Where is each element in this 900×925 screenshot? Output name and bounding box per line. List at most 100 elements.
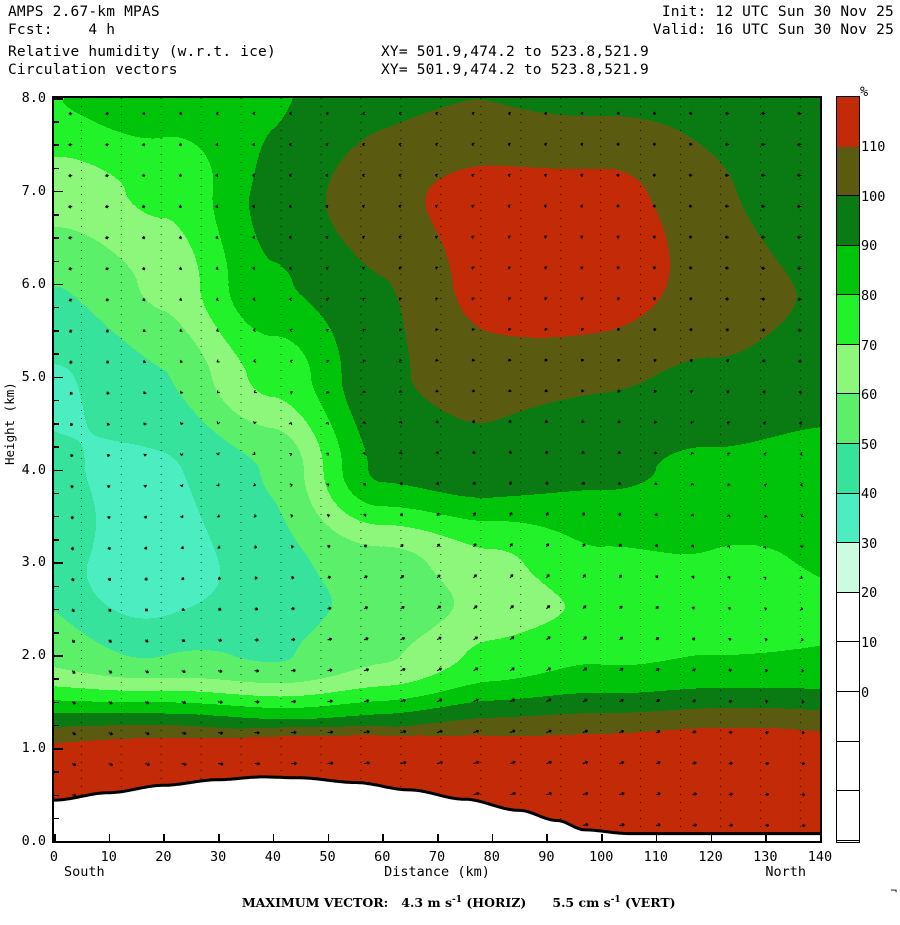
circulation-vector — [290, 298, 292, 301]
circulation-vector — [689, 205, 692, 208]
cross-section-figure: AMPS 2.67-km MPAS Fcst: 4 h Relative hum… — [0, 0, 900, 900]
circulation-vector — [291, 700, 296, 703]
circulation-vector — [765, 639, 768, 642]
circulation-vector — [546, 513, 549, 516]
circulation-vector — [545, 298, 548, 301]
circulation-vector — [692, 731, 696, 734]
circulation-vector — [142, 236, 145, 239]
x-tick-label: 130 — [753, 849, 777, 865]
circulation-vector — [727, 422, 730, 424]
circulation-vector — [253, 298, 255, 301]
circulation-vector — [472, 112, 474, 115]
circulation-vector — [764, 453, 767, 456]
circulation-vector — [656, 731, 660, 734]
circulation-vector — [179, 267, 182, 270]
circulation-vector — [725, 174, 729, 177]
circulation-vector — [654, 329, 657, 331]
colorbar[interactable] — [836, 96, 860, 843]
circulation-vector — [729, 669, 732, 672]
circulation-vector — [72, 609, 74, 612]
colorbar-tick-label: 10 — [861, 635, 877, 651]
circulation-vector — [655, 483, 658, 485]
circulation-vector — [145, 763, 149, 766]
y-tick-major — [54, 284, 63, 286]
circulation-vector — [179, 205, 182, 208]
circulation-vector — [546, 761, 551, 764]
circulation-vector — [655, 421, 658, 424]
circulation-vector — [401, 699, 406, 702]
circulation-vector — [399, 452, 402, 455]
y-tick-minor — [54, 586, 59, 588]
y-tick-major — [54, 191, 63, 193]
circulation-vector — [729, 731, 732, 734]
circulation-vector — [618, 390, 620, 393]
circulation-vector — [581, 143, 583, 146]
circulation-vector — [583, 824, 588, 827]
field-endpoints: XY= 501.9,474.2 to 523.8,521.9 — [381, 44, 649, 60]
x-tick — [163, 834, 165, 843]
circulation-vector — [617, 267, 620, 270]
circulation-vector — [291, 731, 296, 734]
circulation-vector — [618, 359, 621, 362]
circulation-vector — [797, 205, 801, 208]
circulation-vector — [799, 391, 802, 394]
colorbar-band — [837, 345, 859, 395]
circulation-vector — [653, 236, 656, 239]
circulation-vector — [510, 699, 515, 702]
circulation-vector — [582, 482, 585, 485]
circulation-vector — [107, 485, 110, 488]
circulation-vector — [583, 544, 585, 547]
circulation-vector — [798, 236, 802, 239]
circulation-vector — [581, 298, 584, 301]
circulation-vector — [291, 392, 294, 395]
circulation-vector — [508, 174, 511, 177]
circulation-vector — [289, 174, 291, 177]
circulation-vector — [619, 606, 622, 609]
circulation-vector — [689, 236, 692, 239]
corner-mark: ¬ — [890, 884, 897, 897]
y-tick-minor — [54, 237, 59, 239]
x-tick-label: 30 — [210, 849, 226, 865]
circulation-vector — [255, 670, 259, 673]
circulation-vector — [289, 267, 291, 270]
circulation-vector — [729, 824, 733, 827]
plot-area[interactable] — [52, 96, 822, 843]
circulation-vector — [510, 606, 513, 609]
y-tick-label: 3.0 — [2, 554, 46, 570]
circulation-vector — [800, 422, 802, 425]
circulation-vector — [289, 143, 291, 146]
circulation-vector — [583, 606, 586, 609]
circulation-vector — [179, 174, 182, 177]
circulation-vector — [581, 174, 584, 177]
circulation-vector — [509, 359, 512, 362]
circulation-vector — [399, 267, 402, 269]
circulation-vector — [399, 421, 402, 423]
circulation-vector — [364, 576, 367, 578]
circulation-vector — [764, 608, 767, 611]
circulation-vector — [71, 547, 74, 550]
circulation-vector — [326, 236, 328, 239]
y-tick-major — [54, 377, 63, 379]
circulation-vector — [253, 174, 255, 177]
circulation-vector — [474, 730, 479, 733]
circulation-vector — [72, 732, 76, 734]
circulation-vector — [690, 360, 693, 362]
colorbar-tick-label: 20 — [861, 585, 877, 601]
circulation-vector — [474, 606, 478, 609]
circulation-vector — [510, 668, 514, 671]
circulation-vector — [253, 452, 256, 454]
circulation-vector — [109, 763, 113, 766]
circulation-vector — [510, 544, 512, 547]
y-tick-minor — [54, 493, 59, 495]
circulation-vector — [362, 205, 365, 208]
circulation-vector — [583, 730, 588, 733]
y-tick-minor — [54, 214, 59, 216]
circulation-vector — [363, 391, 366, 393]
circulation-vector — [362, 236, 365, 239]
circulation-vector — [362, 174, 365, 177]
circulation-vector — [583, 792, 588, 795]
circulation-vector — [69, 330, 72, 332]
circulation-vector — [581, 328, 584, 331]
circulation-vector — [581, 236, 584, 239]
circulation-vector — [255, 701, 260, 704]
